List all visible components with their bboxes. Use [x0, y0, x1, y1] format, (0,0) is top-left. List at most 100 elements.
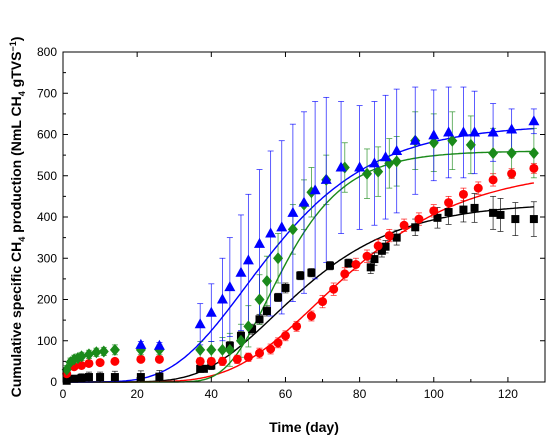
- y-axis-title-part-c: gTVS: [8, 52, 24, 92]
- marker-triangle: [368, 157, 380, 168]
- fit-curve: [63, 206, 534, 383]
- marker-circle: [280, 331, 290, 341]
- x-tick-label: 100: [424, 387, 444, 401]
- marker-circle: [488, 175, 498, 185]
- marker-diamond: [391, 155, 402, 168]
- marker-square: [199, 364, 208, 373]
- marker-diamond: [83, 348, 94, 361]
- marker-square: [307, 268, 316, 277]
- marker-circle: [329, 284, 339, 294]
- marker-square: [459, 205, 468, 214]
- y-axis-title-part-a: Cumulative specific CH: [8, 242, 24, 398]
- marker-triangle: [276, 221, 288, 232]
- marker-circle: [266, 344, 276, 354]
- y-tick-label: 800: [37, 45, 57, 59]
- marker-diamond: [235, 334, 246, 347]
- marker-square: [262, 307, 271, 316]
- marker-diamond: [428, 136, 439, 149]
- marker-triangle: [153, 339, 165, 350]
- marker-diamond: [206, 343, 217, 356]
- marker-square: [411, 223, 420, 232]
- marker-square: [155, 372, 164, 381]
- marker-circle: [136, 354, 146, 364]
- marker-square: [344, 259, 353, 268]
- marker-square: [377, 246, 386, 255]
- marker-square: [381, 242, 390, 251]
- marker-circle: [84, 358, 94, 368]
- marker-circle: [95, 358, 105, 368]
- fit-curve: [63, 150, 534, 383]
- marker-circle: [507, 169, 517, 179]
- marker-triangle: [469, 126, 481, 137]
- y-axis-title-part-d: ): [8, 37, 24, 42]
- y-tick-label: 100: [37, 334, 57, 348]
- marker-square: [325, 261, 334, 270]
- marker-circle: [195, 356, 205, 366]
- x-tick-label: 40: [205, 387, 219, 401]
- y-tick-label: 400: [37, 210, 57, 224]
- marker-square: [281, 283, 290, 292]
- marker-square: [529, 215, 538, 224]
- marker-square: [110, 373, 119, 382]
- marker-circle: [351, 259, 361, 269]
- marker-triangle: [457, 126, 469, 137]
- marker-diamond: [91, 346, 102, 359]
- marker-square: [496, 210, 505, 219]
- marker-triangle: [528, 115, 540, 126]
- marker-circle: [362, 251, 372, 261]
- marker-triangle: [309, 184, 321, 195]
- y-axis-title: Cumulative specific CH 4 production (NmL …: [8, 37, 27, 398]
- x-axis-title: Time (day): [269, 419, 339, 435]
- y-tick-label: 200: [37, 293, 57, 307]
- marker-circle: [292, 321, 302, 331]
- marker-triangle: [235, 266, 247, 277]
- marker-diamond: [217, 343, 228, 356]
- marker-triangle: [506, 123, 518, 134]
- marker-square: [433, 213, 442, 222]
- marker-square: [444, 208, 453, 217]
- marker-diamond: [488, 147, 499, 160]
- marker-square: [392, 233, 401, 242]
- marker-triangle: [428, 129, 440, 140]
- marker-triangle: [242, 254, 254, 265]
- y-axis-title-sup: −1: [8, 41, 18, 51]
- marker-square: [366, 263, 375, 272]
- marker-circle: [232, 354, 242, 364]
- marker-triangle: [443, 126, 455, 137]
- x-tick-label: 80: [353, 387, 367, 401]
- marker-triangle: [224, 281, 236, 292]
- marker-square: [274, 293, 283, 302]
- marker-diamond: [98, 345, 109, 358]
- marker-diamond: [373, 165, 384, 178]
- marker-square: [255, 315, 264, 324]
- marker-circle: [318, 297, 328, 307]
- marker-diamond: [261, 274, 272, 287]
- y-tick-label: 300: [37, 251, 57, 265]
- marker-circle: [473, 183, 483, 193]
- marker-square: [370, 255, 379, 264]
- marker-square: [70, 374, 79, 383]
- marker-triangle: [380, 151, 392, 162]
- marker-circle: [373, 241, 383, 251]
- marker-triangle: [320, 173, 332, 184]
- marker-diamond: [109, 343, 120, 356]
- x-tick-label: 120: [498, 387, 518, 401]
- marker-circle: [429, 206, 439, 216]
- axis-ticks: 0 20 40 60 80 100 120 0 100 200 300 400 500 600 700 800: [37, 45, 545, 401]
- marker-triangle: [265, 227, 277, 238]
- marker-square: [248, 325, 257, 334]
- marker-circle: [529, 163, 539, 173]
- marker-diamond: [465, 138, 476, 151]
- y-axis-title-part-b: production (NmL CH: [8, 96, 24, 237]
- marker-circle: [399, 220, 409, 230]
- y-axis-title-sub-2: 4: [17, 91, 27, 96]
- x-tick-label: 0: [60, 387, 67, 401]
- marker-square: [62, 376, 71, 385]
- marker-square: [77, 373, 86, 382]
- y-tick-label: 500: [37, 169, 57, 183]
- marker-circle: [458, 189, 468, 199]
- x-tick-label: 60: [279, 387, 293, 401]
- x-tick-label: 20: [130, 387, 144, 401]
